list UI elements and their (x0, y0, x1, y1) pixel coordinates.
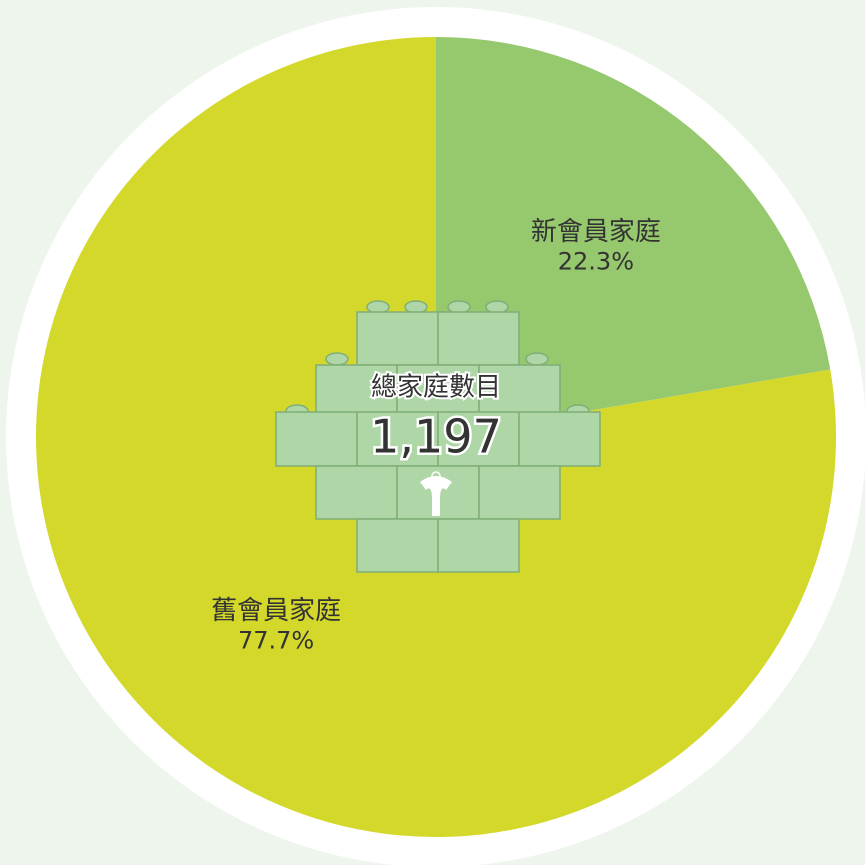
center-title: 總家庭數目 (371, 373, 501, 403)
slice-label: 舊會員家庭 (211, 596, 341, 626)
slice-value-label: 22.3% (558, 247, 634, 275)
chart: 總家庭數目 1,197 新會員家庭22.3% 舊會員家庭77.7% (0, 0, 865, 865)
slice-value-label: 77.7% (238, 627, 314, 655)
center-total: 1,197 (370, 410, 502, 464)
slice-label: 新會員家庭 (531, 217, 661, 247)
